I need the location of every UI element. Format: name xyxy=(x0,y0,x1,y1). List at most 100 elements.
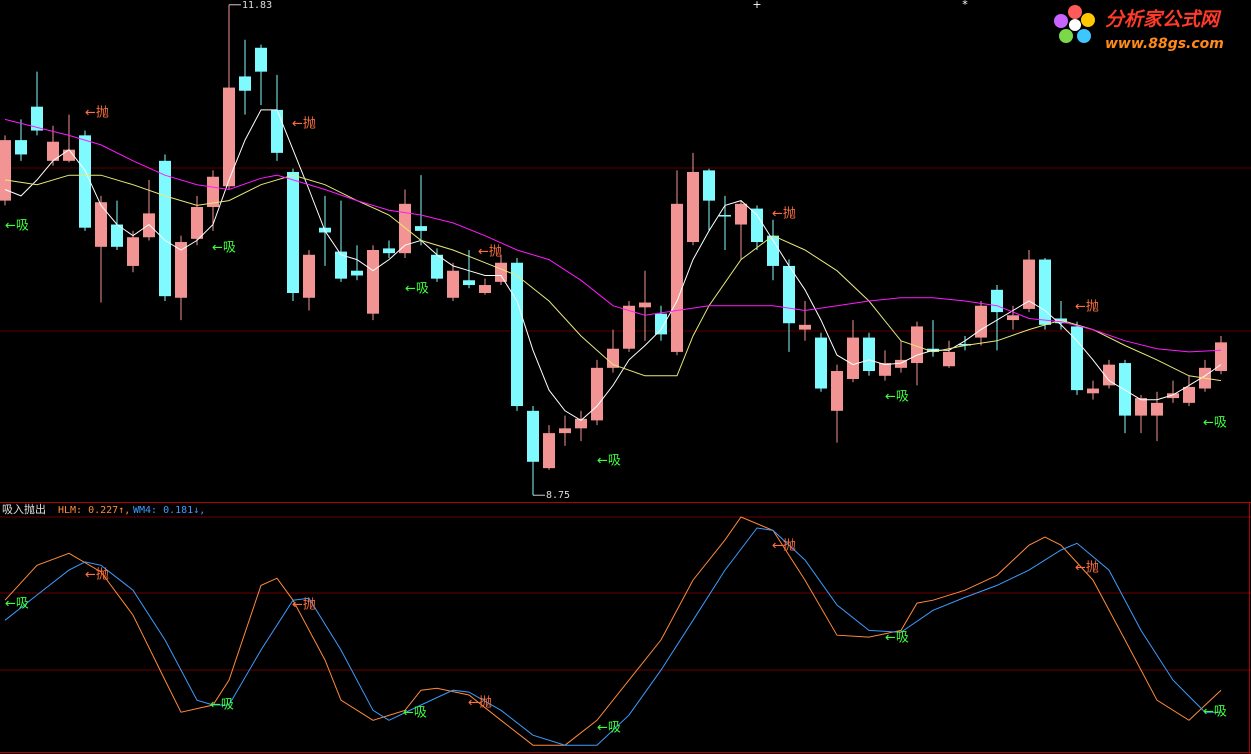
high-label: 11.83 xyxy=(242,0,272,11)
signal-label: ←吸 xyxy=(1203,416,1227,431)
candle-body xyxy=(815,337,827,389)
indicator-title: 吸入抛出 xyxy=(2,502,46,516)
candle-body xyxy=(895,359,907,368)
line-series xyxy=(4,109,1222,422)
signal-label: ←吸 xyxy=(1203,705,1227,720)
signal-label: ←吸 xyxy=(405,282,429,297)
candle-body xyxy=(431,254,443,279)
candle-body xyxy=(271,109,283,153)
candle-body xyxy=(719,214,731,217)
low-label: 8.75 xyxy=(546,490,570,501)
signal-label: ←吸 xyxy=(212,241,236,256)
line-series xyxy=(4,118,1222,353)
legend-entry: WM4: 0.181↓, xyxy=(133,505,205,516)
logo: 分析家公式网 www.88gs.com xyxy=(1054,5,1224,52)
candle-body xyxy=(63,149,75,161)
signal-label: ←抛 xyxy=(1075,300,1099,315)
signal-label: ←抛 xyxy=(772,207,796,222)
candle-body xyxy=(1007,315,1019,321)
candle-body xyxy=(191,207,203,239)
logo-url: www.88gs.com xyxy=(1105,36,1224,52)
signal-label: ←抛 xyxy=(772,539,796,554)
candle-body xyxy=(1039,259,1051,325)
candle-body xyxy=(543,433,555,469)
candle-body xyxy=(735,203,747,225)
signal-label: ←吸 xyxy=(885,390,909,405)
candle-body xyxy=(111,224,123,247)
candle-body xyxy=(527,410,539,462)
candle-body xyxy=(47,141,59,161)
candle-body xyxy=(655,313,667,335)
cursor-marker: * xyxy=(962,0,968,11)
signal-label: ←吸 xyxy=(5,219,29,234)
candle-body xyxy=(623,305,635,349)
candle-body xyxy=(1215,342,1227,372)
candle-body xyxy=(1183,386,1195,403)
candle-body xyxy=(479,285,491,293)
logo-title: 分析家公式网 xyxy=(1105,9,1222,31)
candle-body xyxy=(959,343,971,346)
candle-body xyxy=(1023,259,1035,309)
candle-body xyxy=(95,202,107,247)
candle-body xyxy=(383,248,395,254)
candle-body xyxy=(351,270,363,276)
candle-body xyxy=(143,213,155,238)
signal-label: ←吸 xyxy=(597,721,621,736)
candle-body xyxy=(799,324,811,330)
candle-body xyxy=(1055,318,1067,324)
signal-label: ←抛 xyxy=(292,117,316,132)
candle-body xyxy=(671,203,683,352)
candle-body xyxy=(1119,363,1131,416)
candle-body xyxy=(303,254,315,298)
line-series xyxy=(4,527,1221,746)
signal-label: ←吸 xyxy=(5,597,29,612)
candle-body xyxy=(639,302,651,308)
candle-body xyxy=(79,135,91,228)
signal-label: ←吸 xyxy=(403,706,427,721)
line-series xyxy=(4,174,1222,382)
signal-label: ←抛 xyxy=(85,106,109,121)
candle-body xyxy=(495,262,507,282)
candle-body xyxy=(287,171,299,293)
line-series xyxy=(4,516,1222,746)
candle-body xyxy=(863,337,875,372)
candle-body xyxy=(447,270,459,298)
candle-body xyxy=(335,251,347,279)
candle-body xyxy=(767,235,779,266)
candle-body xyxy=(591,367,603,421)
candle-body xyxy=(943,351,955,367)
candle-body xyxy=(1071,326,1083,391)
candle-body xyxy=(511,262,523,407)
candle-body xyxy=(991,289,1003,313)
candle-body xyxy=(975,305,987,338)
cursor-marker: + xyxy=(752,0,761,11)
candle-body xyxy=(687,171,699,243)
signal-label: ←吸 xyxy=(885,631,909,646)
candle-body xyxy=(847,337,859,379)
candle-body xyxy=(1103,364,1115,386)
candle-body xyxy=(223,87,235,187)
candle-body xyxy=(575,418,587,429)
signal-label: ←抛 xyxy=(478,245,502,260)
signal-label: ←吸 xyxy=(597,454,621,469)
candle-body xyxy=(1087,388,1099,394)
candle-body xyxy=(239,76,251,91)
candle-body xyxy=(207,176,219,208)
candle-body xyxy=(879,363,891,376)
candle-body xyxy=(751,208,763,243)
legend-entry: HLM: 0.227↑, xyxy=(58,505,130,516)
candle-body xyxy=(255,47,267,72)
candle-body xyxy=(175,242,187,298)
candle-body xyxy=(559,428,571,434)
candle-body xyxy=(463,280,475,286)
candle-body xyxy=(15,140,27,155)
candle-body xyxy=(159,160,171,297)
signal-label: ←抛 xyxy=(292,598,316,613)
candle-body xyxy=(1135,398,1147,416)
candle-body xyxy=(1151,402,1163,416)
signal-label: ←抛 xyxy=(468,696,492,711)
candle-body xyxy=(31,106,43,131)
candle-body xyxy=(399,203,411,254)
